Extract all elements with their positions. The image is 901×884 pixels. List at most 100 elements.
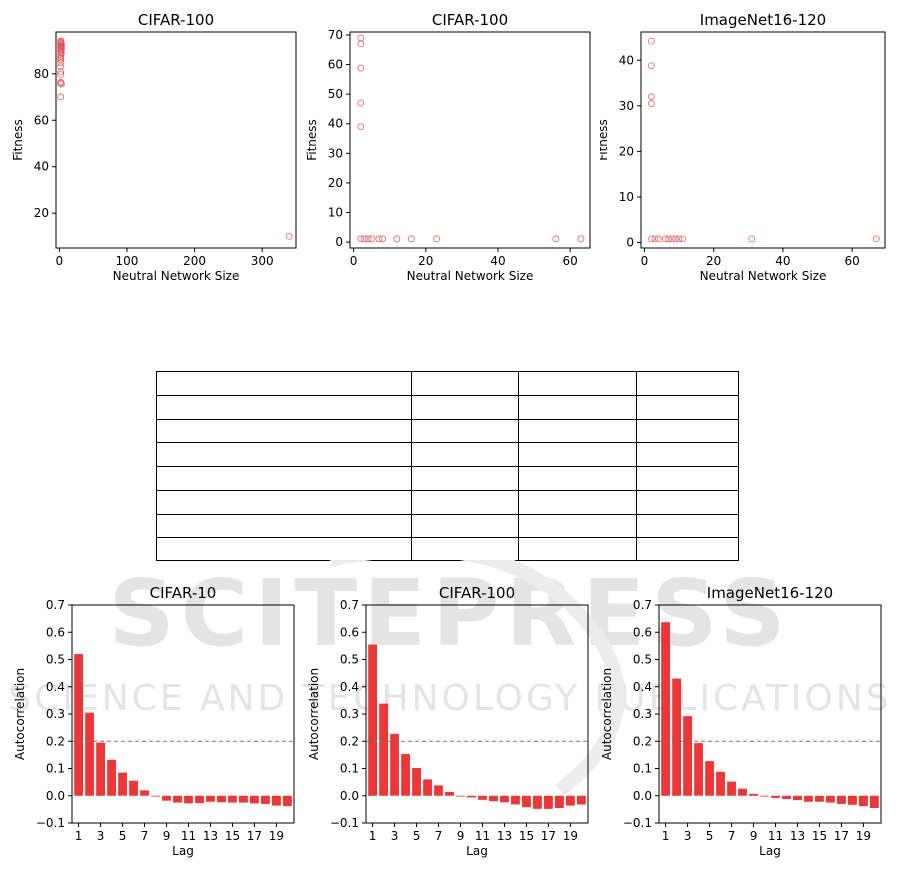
bar-lag-14 [804, 795, 813, 802]
bar-lag-4 [107, 759, 116, 796]
y-tick-label: −0.1 [623, 816, 652, 830]
scatter-point [57, 63, 65, 71]
bar-lag-18 [848, 795, 857, 805]
y-tick-label: 0.6 [633, 625, 652, 639]
scatter-point [57, 79, 65, 87]
scatter-point [661, 235, 669, 243]
bar-lag-3 [96, 742, 105, 796]
y-tick-label: 10 [619, 190, 634, 204]
scatter-point [872, 235, 880, 243]
bar-lag-6 [129, 780, 138, 796]
x-tick-label: 0 [56, 254, 64, 268]
y-tick-label: 0.5 [46, 653, 65, 667]
y-tick-label: 20 [328, 176, 343, 190]
bar-lag-20 [577, 795, 586, 805]
scatter-point [57, 52, 65, 60]
bar-lag-16 [239, 795, 248, 803]
bar-lag-13 [793, 795, 802, 801]
y-tick-label: 20 [34, 206, 49, 220]
x-axis-label: Lag [759, 844, 781, 858]
y-tick-label: 0.1 [633, 762, 652, 776]
scatter-point [357, 34, 365, 42]
x-tick-label: 40 [775, 254, 790, 268]
scatter-point [647, 100, 655, 107]
bar-lag-5 [118, 772, 127, 796]
bar-lag-1 [661, 622, 670, 796]
y-tick-label: −0.1 [36, 816, 65, 830]
y-tick-label: 30 [328, 146, 343, 160]
x-tick-label: 17 [247, 829, 262, 843]
x-tick-label: 9 [750, 829, 758, 843]
y-tick-label: 0 [626, 236, 634, 250]
bar-lag-15 [522, 795, 531, 808]
x-tick-label: 3 [97, 829, 105, 843]
scatter-point [665, 235, 673, 243]
bar-lag-19 [859, 795, 868, 807]
scatter-point [357, 123, 365, 131]
scatter-point [361, 235, 368, 243]
scatter-point [679, 235, 686, 243]
empty-table [156, 371, 739, 561]
chart-title: CIFAR-100 [439, 584, 515, 602]
bar-lag-4 [694, 743, 703, 796]
bar-lag-4 [401, 754, 410, 796]
x-tick-label: 1 [662, 829, 670, 843]
x-tick-label: 7 [728, 829, 736, 843]
scatter-point [57, 93, 65, 101]
scatter-chart-cifar100-a: CIFAR-100 0 100 200 300 20 40 60 80 Neutral Netwo… [11, 11, 297, 283]
y-axis-label: Autocorrelation [13, 668, 27, 760]
x-tick-label: 200 [183, 254, 206, 268]
scatter-point [357, 235, 365, 243]
x-tick-label: 0 [350, 254, 358, 268]
bar-lag-8 [738, 788, 747, 796]
scatter-point [57, 59, 65, 67]
plot-frame [365, 604, 589, 824]
scatter-point [57, 50, 65, 58]
y-tick-label: 0.0 [340, 789, 359, 803]
x-tick-label: 19 [269, 829, 284, 843]
chart-title: CIFAR-10 [150, 584, 217, 602]
bar-lag-3 [683, 716, 692, 796]
scatter-point [647, 37, 655, 45]
scatter-point [357, 64, 365, 72]
x-tick-label: 60 [844, 254, 859, 268]
bar-lag-17 [250, 795, 259, 804]
bar-lag-7 [434, 785, 443, 796]
scatter-point [58, 49, 65, 57]
bar-lag-20 [283, 795, 292, 807]
bar-lag-14 [511, 795, 520, 805]
plot-frame [71, 604, 295, 824]
bar-lag-2 [672, 678, 681, 796]
bar-lag-7 [140, 790, 149, 796]
x-axis-label: Lag [172, 844, 194, 858]
y-tick-label: 10 [328, 205, 343, 219]
x-tick-label: 300 [251, 254, 274, 268]
y-tick-label: 0.3 [633, 707, 652, 721]
y-tick-label: 0.5 [340, 653, 359, 667]
bar-lag-8 [445, 791, 454, 796]
plot-frame [658, 604, 882, 824]
y-tick-label: 0.1 [46, 762, 65, 776]
scatter-point [57, 54, 65, 62]
bar-lag-9 [162, 795, 171, 801]
scatter-point [285, 232, 293, 240]
autocorr-chart-cifar10: CIFAR-101 3 5 7 9 11 13 15 17 19−0.10.00.10.20.30… [13, 584, 295, 858]
x-tick-label: 5 [706, 829, 714, 843]
bar-lag-2 [379, 703, 388, 796]
x-tick-label: 15 [812, 829, 827, 843]
y-tick-label: 0.7 [46, 598, 65, 612]
scatter-point [654, 235, 662, 243]
x-tick-label: 17 [834, 829, 849, 843]
bar-lag-17 [837, 795, 846, 804]
y-tick-label: 70 [328, 28, 343, 42]
bar-lag-3 [390, 733, 399, 796]
y-axis-label: Fitness [11, 119, 25, 161]
scatter-point [57, 56, 65, 64]
bar-lag-11 [184, 795, 193, 804]
bar-lag-11 [771, 795, 780, 798]
y-tick-label: 0.7 [340, 598, 359, 612]
y-axis-label: Autocorrelation [307, 668, 321, 760]
x-tick-label: 5 [119, 829, 127, 843]
bar-lag-15 [815, 795, 824, 802]
